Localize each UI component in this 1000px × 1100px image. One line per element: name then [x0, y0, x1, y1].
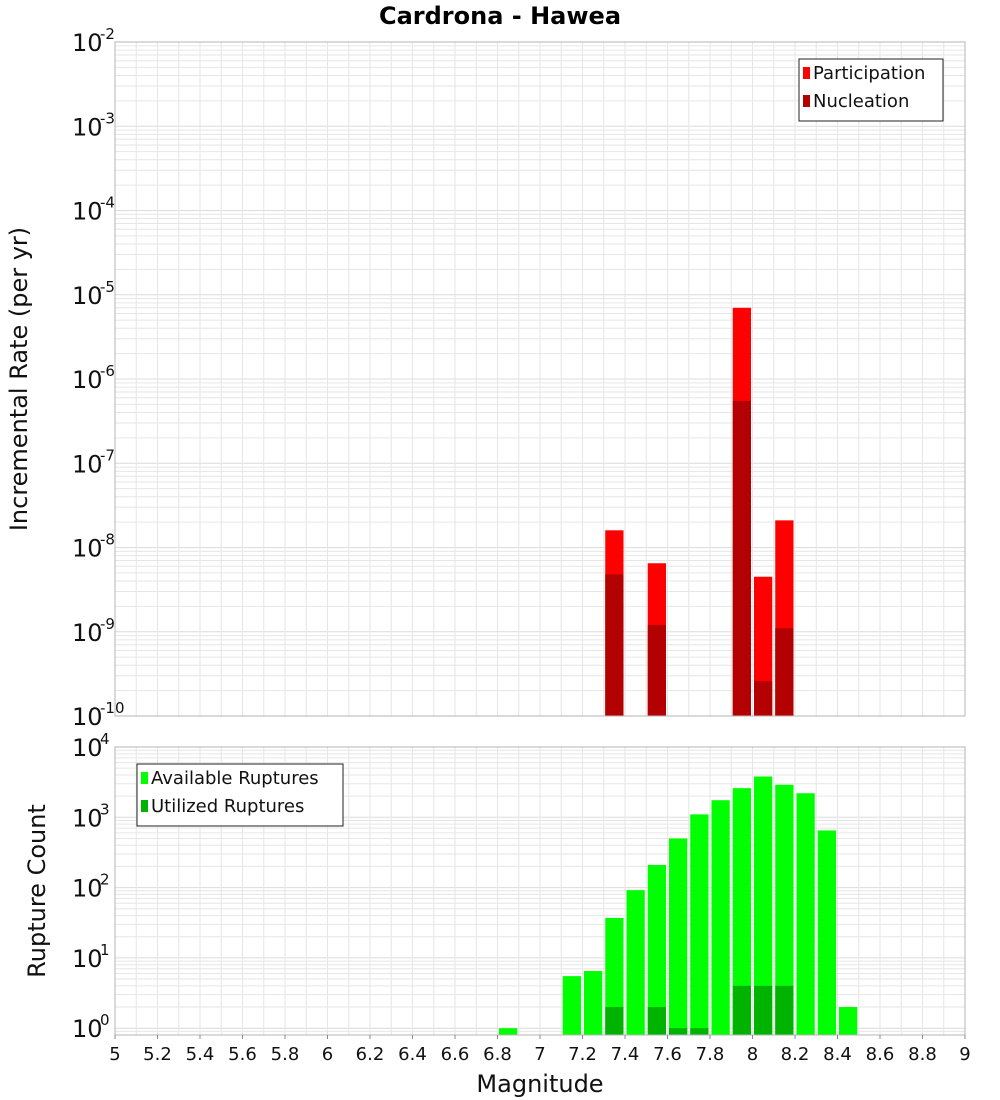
y-tick-label: 10 [72, 734, 103, 762]
x-axis-label: Magnitude [476, 1070, 603, 1098]
y-tick-exponent: -10 [100, 699, 125, 717]
bar-utilized [690, 1028, 709, 1035]
y-tick-exponent: -3 [100, 109, 115, 127]
legend-label: Participation [813, 63, 925, 84]
y-axis-label: Incremental Rate (per yr) [5, 227, 33, 531]
y-tick-label: 10 [72, 804, 103, 832]
x-tick-label: 5.8 [271, 1044, 300, 1065]
y-tick-label: 10 [72, 535, 103, 563]
x-tick-label: 6 [322, 1044, 333, 1065]
y-tick-exponent: 1 [100, 941, 110, 959]
bar-utilized [754, 985, 773, 1035]
bar-available [584, 971, 603, 1035]
bar-available [711, 800, 730, 1035]
x-tick-label: 7.4 [611, 1044, 640, 1065]
legend-label: Available Ruptures [151, 768, 319, 789]
y-tick-exponent: 4 [100, 730, 110, 748]
y-tick-exponent: -9 [100, 615, 115, 633]
legend-swatch [803, 95, 810, 107]
y-tick-label: 10 [72, 619, 103, 647]
x-tick-label: 6.6 [441, 1044, 470, 1065]
y-tick-exponent: -4 [100, 194, 115, 212]
bar-utilized [669, 1028, 688, 1035]
y-tick-label: 10 [72, 450, 103, 478]
bar-available [754, 776, 773, 1035]
y-tick-label: 10 [72, 703, 103, 731]
bar-utilized [647, 1007, 666, 1035]
bar-available [669, 838, 688, 1035]
y-tick-exponent: -5 [100, 278, 115, 296]
y-tick-exponent: 0 [100, 1011, 110, 1029]
y-tick-label: 10 [72, 29, 103, 57]
bar-utilized [605, 1007, 624, 1035]
legend-label: Nucleation [813, 91, 909, 112]
x-tick-label: 9 [959, 1044, 970, 1065]
legend-box [136, 763, 344, 827]
x-tick-label: 8.6 [866, 1044, 895, 1065]
y-tick-exponent: -8 [100, 531, 115, 549]
plot-frame [114, 41, 966, 717]
x-tick-label: 7 [534, 1044, 545, 1065]
y-tick-exponent: -6 [100, 362, 115, 380]
chart-title: Cardrona - Hawea [379, 2, 621, 30]
bar-nucleation [754, 681, 773, 716]
bar-available [605, 917, 624, 1035]
bar-nucleation [732, 400, 751, 716]
x-tick-label: 7.2 [568, 1044, 597, 1065]
legend: Participation Nucleation [798, 58, 944, 122]
bar-available [775, 784, 794, 1035]
bar-available [562, 976, 581, 1035]
rate-panel: 10-1010-910-810-710-610-510-410-310-2Inc… [5, 25, 966, 731]
y-tick-label: 10 [72, 366, 103, 394]
bar-available [690, 814, 709, 1035]
x-tick-label: 7.6 [653, 1044, 682, 1065]
x-tick-label: 6.2 [356, 1044, 385, 1065]
bar-available [626, 890, 645, 1035]
y-tick-label: 10 [72, 1015, 103, 1043]
bar-available [732, 788, 751, 1035]
x-tick-label: 8.8 [908, 1044, 937, 1065]
legend-swatch [803, 67, 810, 79]
bar-available [647, 864, 666, 1035]
y-tick-exponent: 3 [100, 800, 110, 818]
bar-available [796, 793, 815, 1035]
bar-utilized [775, 985, 794, 1035]
legend-swatch [141, 772, 148, 784]
x-tick-label: 5.4 [186, 1044, 215, 1065]
x-tick-label: 8.2 [781, 1044, 810, 1065]
y-tick-label: 10 [72, 198, 103, 226]
y-tick-exponent: -7 [100, 446, 115, 464]
y-tick-exponent: -2 [100, 25, 115, 43]
bar-nucleation [647, 625, 666, 716]
bar-nucleation [775, 628, 794, 716]
y-tick-label: 10 [72, 282, 103, 310]
bar-available [499, 1028, 518, 1035]
x-tick-label: 6.4 [398, 1044, 427, 1065]
y-tick-exponent: 2 [100, 871, 110, 889]
bar-utilized [732, 985, 751, 1035]
x-tick-label: 5.2 [143, 1044, 172, 1065]
x-tick-label: 8.4 [823, 1044, 852, 1065]
legend-swatch [141, 800, 148, 812]
legend-box [798, 58, 944, 122]
y-axis-label: Rupture Count [23, 804, 51, 978]
x-tick-label: 7.8 [696, 1044, 725, 1065]
x-tick-label: 6.8 [483, 1044, 512, 1065]
x-tick-label: 8 [747, 1044, 758, 1065]
legend-label: Utilized Ruptures [151, 796, 304, 817]
legend: Available Ruptures Utilized Ruptures [136, 763, 344, 827]
bar-available [817, 830, 836, 1035]
bar-nucleation [605, 574, 624, 716]
x-tick-label: 5 [109, 1044, 120, 1065]
y-tick-label: 10 [72, 113, 103, 141]
y-tick-label: 10 [72, 945, 103, 973]
y-tick-label: 10 [72, 875, 103, 903]
x-tick-label: 5.6 [228, 1044, 257, 1065]
bar-available [839, 1007, 858, 1035]
